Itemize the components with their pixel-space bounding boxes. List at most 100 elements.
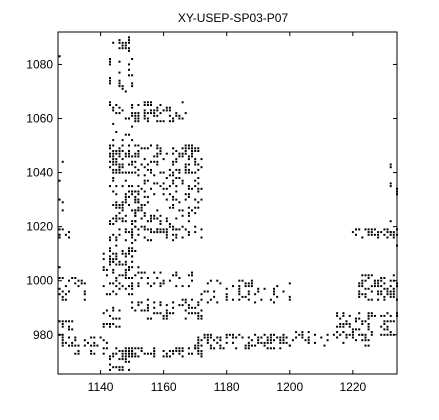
- data-point: [137, 152, 140, 155]
- data-point: [105, 347, 108, 350]
- data-point: [213, 295, 216, 298]
- data-point: [172, 233, 175, 236]
- data-point: [178, 228, 181, 231]
- data-point: [194, 198, 197, 201]
- data-point: [131, 293, 134, 296]
- data-point: [386, 325, 389, 328]
- data-point: [90, 350, 93, 352]
- data-point: [58, 236, 61, 239]
- data-point: [200, 309, 203, 312]
- data-point: [90, 344, 93, 347]
- data-point: [187, 206, 190, 209]
- data-point: [254, 333, 257, 336]
- data-point: [134, 155, 137, 158]
- data-point: [121, 352, 124, 355]
- data-point: [90, 352, 93, 355]
- data-point: [115, 255, 118, 258]
- data-point: [128, 266, 130, 269]
- data-point: [165, 228, 168, 231]
- data-point: [140, 147, 143, 150]
- data-point: [162, 187, 165, 190]
- data-point: [172, 228, 175, 231]
- data-point: [339, 317, 342, 320]
- data-point: [383, 295, 386, 298]
- data-point: [175, 347, 178, 350]
- data-point: [128, 133, 130, 136]
- data-point: [200, 344, 203, 347]
- data-point: [367, 274, 370, 277]
- data-point: [115, 214, 118, 217]
- data-point: [124, 228, 127, 231]
- data-point: [153, 352, 156, 355]
- data-point: [118, 228, 121, 231]
- data-point: [172, 171, 175, 174]
- data-point: [134, 239, 137, 242]
- data-point: [165, 217, 168, 220]
- x-tick-label: 1140: [88, 380, 114, 394]
- data-point: [172, 274, 175, 277]
- data-point: [380, 231, 383, 234]
- data-point: [181, 285, 184, 288]
- data-point: [83, 298, 86, 301]
- data-point: [172, 147, 175, 150]
- data-point: [194, 160, 197, 163]
- data-point: [128, 74, 130, 77]
- data-point: [396, 193, 398, 196]
- data-point: [276, 295, 279, 298]
- data-point: [194, 306, 197, 309]
- data-point: [197, 163, 200, 166]
- data-point: [225, 341, 228, 344]
- data-point: [77, 285, 80, 288]
- data-point: [172, 152, 175, 155]
- data-point: [137, 266, 140, 269]
- data-point: [187, 155, 190, 158]
- data-point: [194, 185, 197, 188]
- data-point: [184, 144, 187, 147]
- data-point: [342, 325, 345, 328]
- data-point: [112, 106, 115, 109]
- data-point: [150, 168, 152, 171]
- data-point: [146, 220, 149, 223]
- data-point: [367, 344, 370, 347]
- data-point: [58, 55, 61, 58]
- data-point: [342, 331, 345, 334]
- data-point: [128, 155, 130, 158]
- data-point: [396, 282, 398, 285]
- data-point: [181, 298, 184, 301]
- data-point: [232, 285, 234, 288]
- data-point: [115, 325, 118, 328]
- data-point: [358, 328, 361, 331]
- data-point: [178, 152, 181, 155]
- data-point: [172, 206, 175, 209]
- data-point: [348, 325, 351, 328]
- data-point: [184, 112, 187, 115]
- data-point: [282, 333, 285, 336]
- data-point: [323, 344, 326, 347]
- data-point: [165, 312, 168, 315]
- data-point: [121, 158, 124, 161]
- data-point: [238, 287, 241, 290]
- data-point: [58, 277, 61, 279]
- data-point: [134, 117, 137, 120]
- data-point: [146, 282, 149, 285]
- y-tick-label: 1040: [26, 166, 53, 180]
- data-point: [134, 220, 137, 223]
- data-point: [128, 368, 130, 371]
- data-point: [377, 282, 380, 285]
- data-point: [184, 317, 187, 320]
- data-point: [131, 233, 134, 236]
- data-point: [307, 331, 310, 334]
- data-point: [68, 320, 70, 323]
- data-point: [370, 231, 373, 234]
- data-point: [156, 160, 159, 163]
- data-point: [168, 120, 171, 123]
- data-point: [115, 317, 118, 320]
- data-point: [172, 195, 175, 198]
- data-point: [389, 231, 392, 234]
- data-point: [137, 347, 140, 350]
- data-point: [168, 168, 171, 171]
- data-point: [380, 279, 383, 282]
- data-point: [383, 333, 386, 336]
- data-point: [361, 339, 364, 342]
- data-point: [194, 206, 197, 209]
